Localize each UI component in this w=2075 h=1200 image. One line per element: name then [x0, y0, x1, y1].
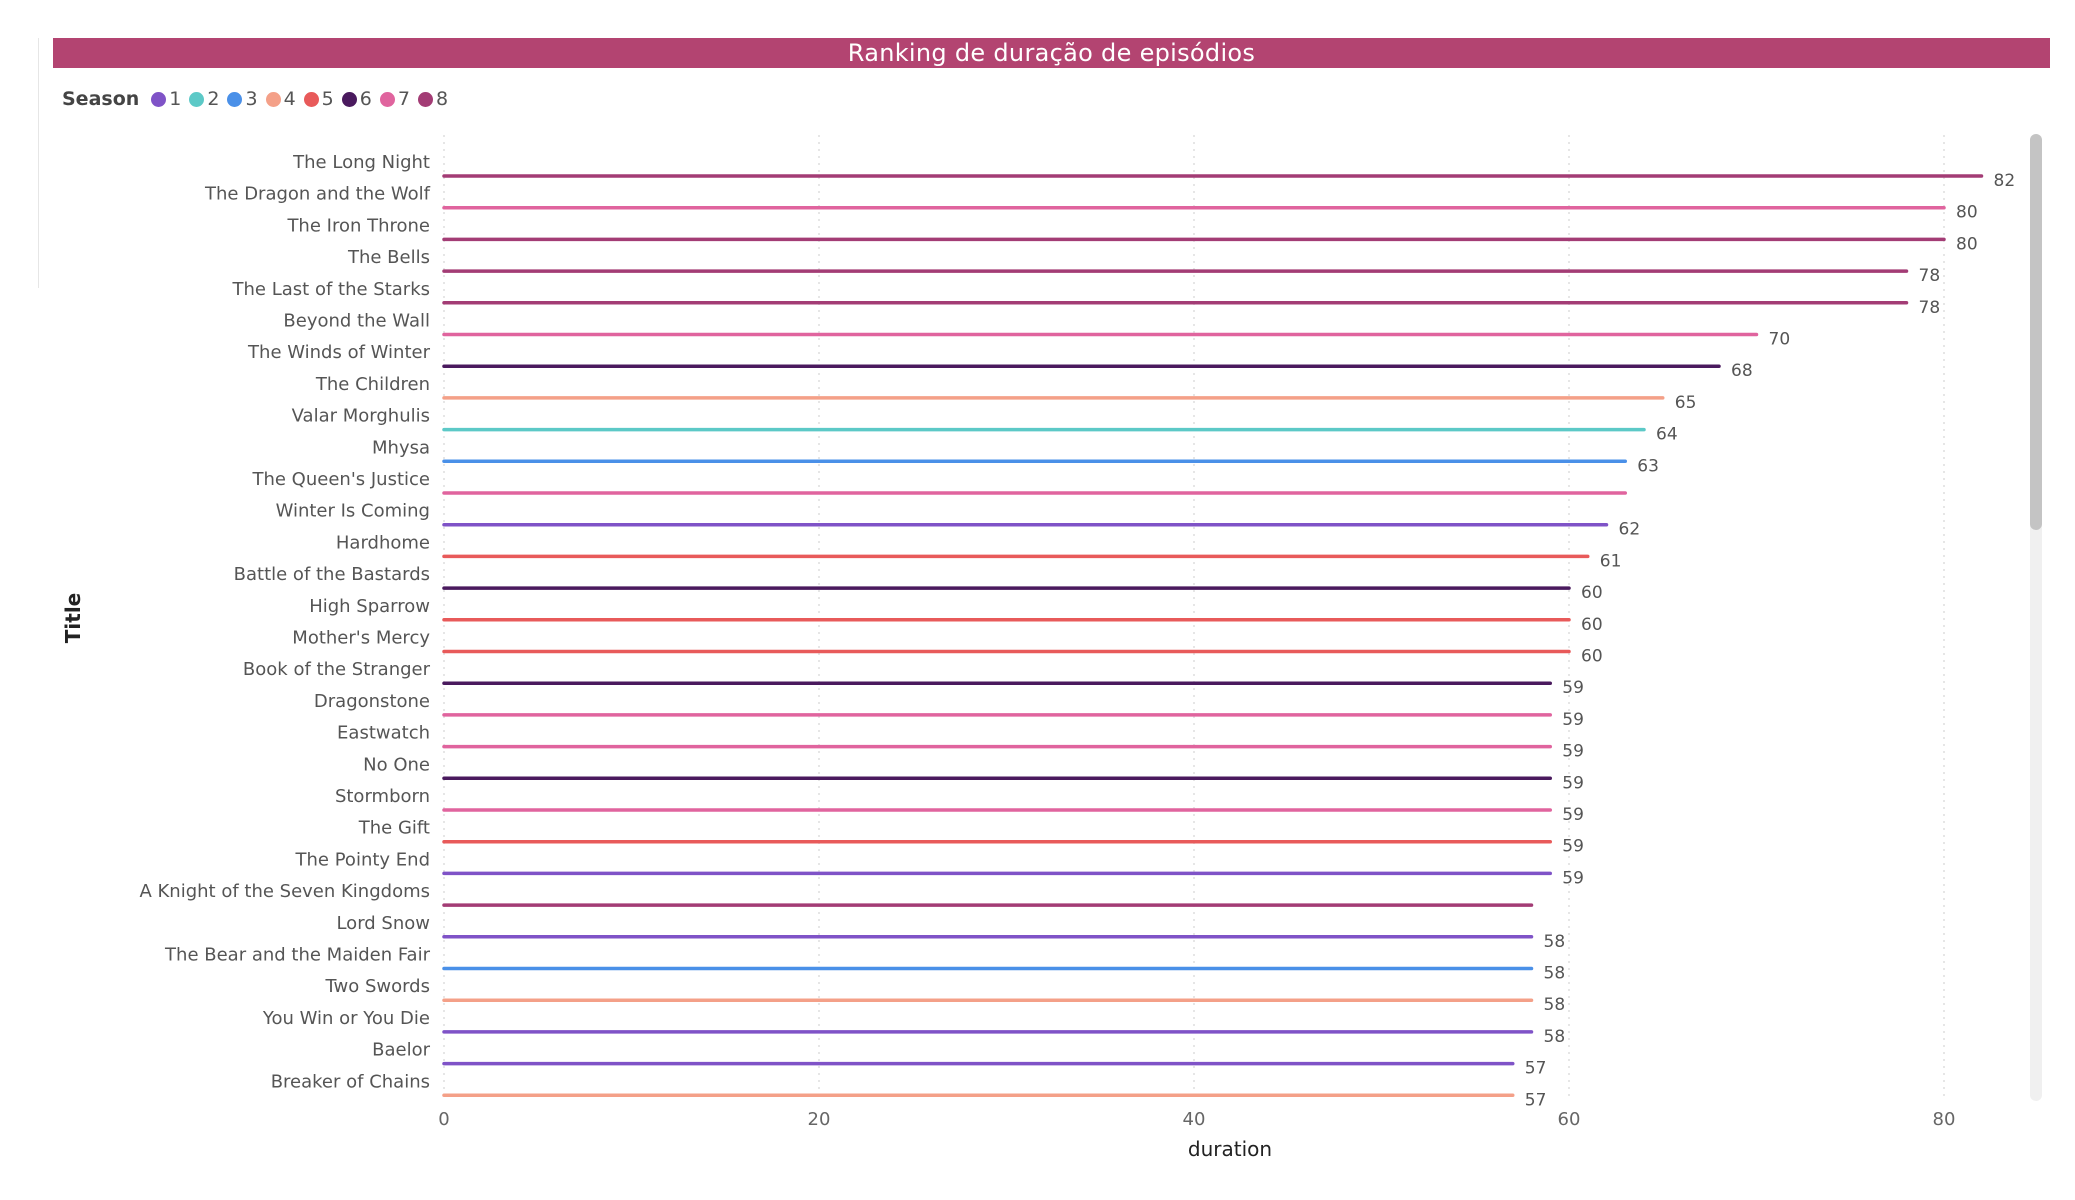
category-label: Breaker of Chains [271, 1071, 430, 1092]
legend-label: 2 [207, 88, 220, 110]
category-label: Lord Snow [336, 913, 430, 934]
legend-dot-icon [379, 91, 395, 107]
category-label: The Pointy End [295, 849, 430, 870]
legend-dot-icon [303, 91, 319, 107]
visual-frame-border [38, 38, 39, 288]
legend-dot-icon [341, 91, 357, 107]
legend-title: Season [62, 88, 140, 110]
category-label: Two Swords [324, 976, 430, 997]
data-label: 80 [1956, 234, 1978, 254]
category-label: Baelor [372, 1040, 430, 1061]
category-label: High Sparrow [309, 596, 430, 617]
category-label: Mhysa [372, 437, 430, 458]
x-tick-label: 0 [438, 1109, 449, 1130]
legend-label: 4 [283, 88, 296, 110]
category-label: Book of the Stranger [243, 659, 431, 680]
category-label: The Bells [347, 247, 430, 268]
data-label: 59 [1562, 837, 1584, 857]
x-tick-label: 40 [1183, 1109, 1206, 1130]
data-label: 70 [1769, 330, 1791, 350]
category-label: Mother's Mercy [292, 628, 430, 649]
category-label: The Winds of Winter [247, 342, 431, 363]
category-label: You Win or You Die [262, 1008, 430, 1029]
category-label: The Gift [358, 818, 430, 839]
legend-dot-icon [189, 91, 205, 107]
legend: Season 1 2 3 4 5 6 7 8 [62, 86, 456, 112]
category-label: Eastwatch [337, 723, 430, 744]
legend-dot-icon [265, 91, 281, 107]
category-label: The Queen's Justice [251, 469, 430, 490]
category-label: Stormborn [335, 786, 430, 807]
legend-item-season-4[interactable]: 4 [265, 88, 296, 110]
legend-label: 7 [397, 88, 410, 110]
category-label: Beyond the Wall [283, 311, 430, 332]
category-label: Valar Morghulis [292, 406, 430, 427]
legend-label: 5 [321, 88, 334, 110]
data-label: 59 [1562, 805, 1584, 825]
category-label: The Dragon and the Wolf [204, 184, 431, 205]
legend-label: 3 [245, 88, 258, 110]
data-label: 78 [1919, 298, 1941, 318]
data-label: 60 [1581, 647, 1603, 667]
data-label: 58 [1544, 1027, 1566, 1047]
x-tick-label: 20 [808, 1109, 831, 1130]
legend-label: 6 [359, 88, 372, 110]
data-label: 78 [1919, 266, 1941, 286]
data-label: 80 [1956, 203, 1978, 223]
x-tick-label: 60 [1558, 1109, 1581, 1130]
data-label: 68 [1731, 361, 1753, 381]
legend-dot-icon [151, 91, 167, 107]
category-label: Winter Is Coming [276, 501, 430, 522]
legend-dot-icon [227, 91, 243, 107]
legend-item-season-2[interactable]: 2 [189, 88, 219, 110]
data-label: 57 [1525, 1059, 1547, 1079]
category-label: Dragonstone [314, 691, 430, 712]
legend-item-season-6[interactable]: 6 [341, 88, 372, 110]
data-label: 59 [1562, 868, 1584, 888]
x-tick-label: 80 [1933, 1109, 1956, 1130]
data-label: 58 [1544, 932, 1566, 952]
category-label: The Long Night [292, 152, 430, 173]
data-label: 59 [1562, 710, 1584, 730]
data-label: 59 [1562, 742, 1584, 762]
data-label: 62 [1619, 520, 1641, 540]
data-label: 58 [1544, 995, 1566, 1015]
legend-label: 8 [435, 88, 449, 110]
data-label: 59 [1562, 773, 1584, 793]
data-label: 61 [1600, 551, 1622, 571]
category-label: The Last of the Starks [232, 279, 430, 300]
data-label: 60 [1581, 583, 1603, 603]
data-label: 57 [1525, 1090, 1547, 1110]
category-label: A Knight of the Seven Kingdoms [139, 881, 430, 902]
data-label: 65 [1675, 393, 1697, 413]
category-label: No One [363, 754, 430, 775]
category-label: The Children [315, 374, 430, 395]
data-label: 58 [1544, 964, 1566, 984]
legend-item-season-1[interactable]: 1 [151, 88, 181, 110]
data-label: 59 [1562, 678, 1584, 698]
y-axis-title: Title [61, 593, 85, 643]
chart-title: Ranking de duração de episódios [53, 38, 2050, 68]
legend-item-season-3[interactable]: 3 [227, 88, 258, 110]
data-label: 63 [1637, 456, 1659, 476]
data-label: 64 [1656, 425, 1678, 445]
legend-item-season-8[interactable]: 8 [417, 88, 449, 110]
legend-item-season-5[interactable]: 5 [303, 88, 334, 110]
category-label: Hardhome [336, 532, 430, 553]
scrollbar-thumb[interactable] [2030, 134, 2042, 530]
data-label: 82 [1994, 171, 2016, 191]
legend-label: 1 [169, 88, 182, 110]
x-axis-title: duration [1188, 1137, 1272, 1161]
category-label: Battle of the Bastards [234, 564, 430, 585]
category-label: The Bear and the Maiden Fair [164, 945, 431, 966]
legend-dot-icon [417, 91, 433, 107]
data-label: 60 [1581, 615, 1603, 635]
legend-item-season-7[interactable]: 7 [379, 88, 410, 110]
category-label: The Iron Throne [286, 215, 430, 236]
